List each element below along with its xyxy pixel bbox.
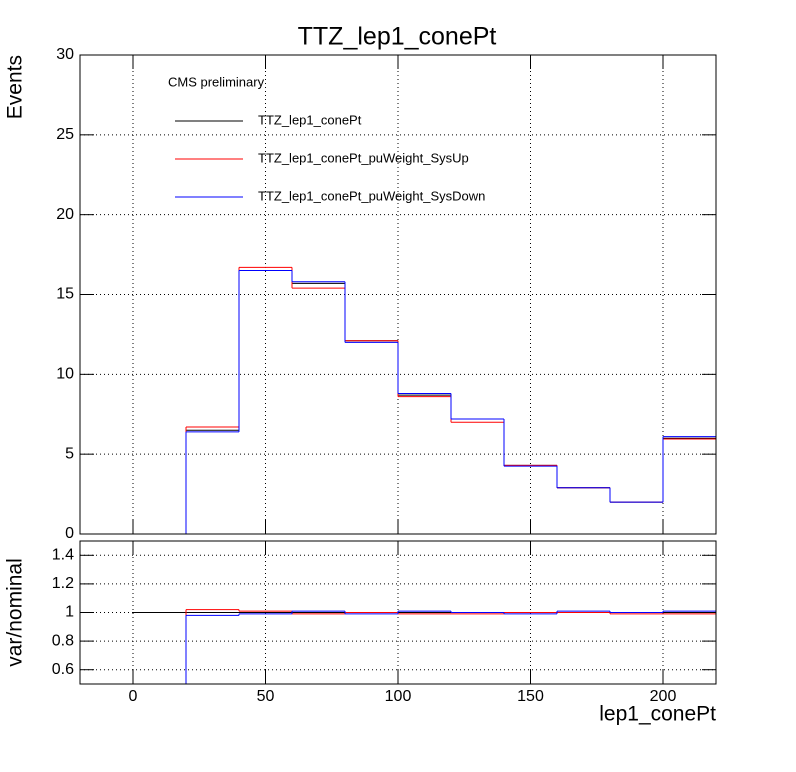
x-axis-label: lep1_conePt — [599, 703, 716, 726]
y-axis-label: Events — [4, 55, 27, 119]
x-tick-label: 0 — [129, 688, 138, 705]
y-tick-label: 10 — [56, 366, 74, 383]
frame — [79, 54, 717, 535]
x-tick-label: 200 — [650, 688, 677, 705]
y-tick-label: 1.2 — [52, 575, 74, 592]
y-tick-label: 1 — [65, 604, 74, 621]
annotation: CMS preliminary — [168, 74, 265, 89]
y-tick-label: 1.4 — [52, 547, 74, 564]
chart-title: TTZ_lep1_conePt — [298, 23, 497, 51]
y-tick-label: 25 — [56, 126, 74, 143]
y-tick-label: 20 — [56, 206, 74, 223]
y-axis-label: var/nominal — [4, 558, 27, 667]
x-tick-label: 50 — [257, 688, 275, 705]
legend-label: TTZ_lep1_conePt_puWeight_SysDown — [258, 188, 485, 203]
x-tick-label: 150 — [517, 688, 544, 705]
y-tick-label: 0 — [65, 525, 74, 542]
legend-label: TTZ_lep1_conePt_puWeight_SysUp — [258, 150, 469, 165]
x-tick-label: 100 — [385, 688, 412, 705]
y-tick-label: 5 — [65, 445, 74, 462]
y-tick-label: 0.6 — [52, 661, 74, 678]
plot-area — [133, 609, 716, 684]
frame — [79, 540, 717, 685]
y-tick-label: 15 — [56, 286, 74, 303]
legend-label: TTZ_lep1_conePt — [258, 112, 362, 127]
y-tick-label: 0.8 — [52, 632, 74, 649]
plot-area — [80, 266, 716, 534]
y-tick-label: 30 — [56, 46, 74, 63]
